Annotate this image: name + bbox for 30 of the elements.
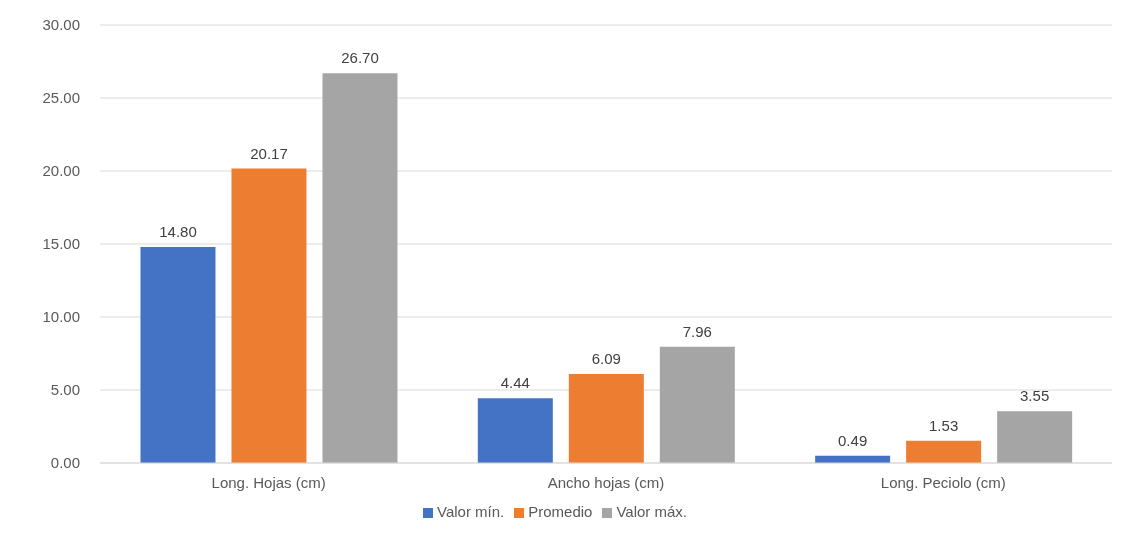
bar: [322, 73, 398, 463]
y-tick-label: 5.00: [50, 381, 80, 399]
legend-label: Valor máx.: [616, 503, 688, 520]
x-tick-label: Long. Peciolo (cm): [880, 473, 1006, 491]
data-label: 1.53: [929, 416, 959, 434]
data-label: 26.70: [341, 49, 379, 67]
y-tick-label: 25.00: [42, 89, 80, 107]
bar: [231, 168, 307, 463]
bar: [477, 398, 553, 463]
legend-label: Valor mín.: [436, 503, 505, 520]
data-label: 0.49: [838, 431, 868, 449]
y-tick-label: 20.00: [42, 162, 80, 180]
data-label: 3.55: [1020, 387, 1050, 405]
x-tick-label: Ancho hojas (cm): [547, 473, 665, 491]
y-tick-label: 0.00: [50, 454, 80, 472]
y-tick-label: 30.00: [42, 16, 80, 34]
x-tick-label: Long. Hojas (cm): [211, 473, 326, 491]
bar: [906, 440, 982, 463]
bar: [659, 346, 735, 463]
data-label: 7.96: [682, 322, 712, 340]
data-label: 14.80: [159, 222, 197, 240]
data-label: 20.17: [250, 144, 288, 162]
bar: [140, 246, 216, 463]
data-label: 4.44: [500, 374, 530, 392]
bar: [997, 411, 1073, 463]
bar: [568, 374, 644, 463]
y-tick-label: 15.00: [42, 235, 80, 253]
y-tick-label: 10.00: [42, 308, 80, 326]
legend-label: Promedio: [528, 503, 593, 520]
data-label: 6.09: [591, 350, 621, 368]
